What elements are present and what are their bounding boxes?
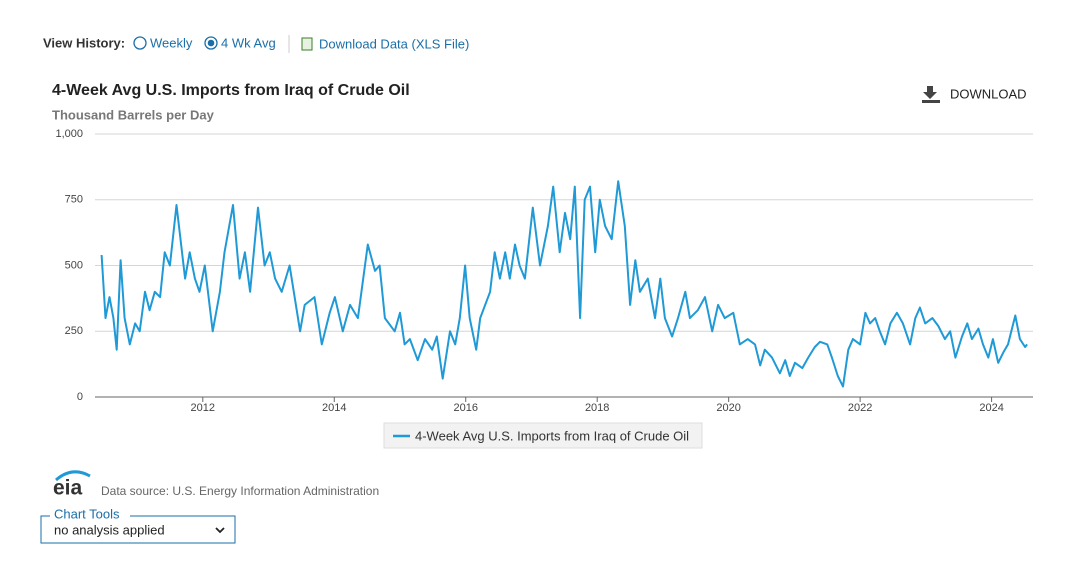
analysis-select[interactable]: no analysis applied — [54, 522, 165, 537]
view-history-label: View History: — [43, 35, 125, 50]
y-tick-label: 250 — [65, 325, 83, 337]
x-tick-label: 2024 — [979, 402, 1003, 414]
chart-title: 4-Week Avg U.S. Imports from Iraq of Cru… — [52, 82, 410, 99]
y-tick-label: 0 — [77, 391, 83, 403]
data-source: Data source: U.S. Energy Information Adm… — [101, 484, 379, 498]
x-tick-label: 2012 — [191, 402, 215, 414]
xls-icon — [301, 37, 313, 51]
x-tick-label: 2018 — [585, 402, 609, 414]
download-arrow — [923, 86, 937, 99]
legend-box — [383, 422, 703, 449]
select-chevron — [215, 527, 225, 534]
chart-tools-label: Chart Tools — [54, 506, 120, 521]
x-tick-label: 2014 — [322, 402, 346, 414]
x-tick-label: 2022 — [848, 402, 872, 414]
legend-label: 4-Week Avg U.S. Imports from Iraq of Cru… — [415, 428, 689, 443]
x-tick-label: 2020 — [716, 402, 740, 414]
chart-tools-label-bg — [50, 508, 130, 522]
radio-weekly[interactable] — [133, 36, 147, 50]
weekly-option[interactable]: Weekly — [150, 35, 193, 50]
eia-logo-arc — [55, 470, 91, 482]
y-axis-unit: Thousand Barrels per Day — [52, 107, 215, 122]
download-data-link[interactable]: Download Data (XLS File) — [319, 36, 469, 51]
radio-dot — [207, 39, 215, 47]
y-tick-label: 1,000 — [55, 128, 83, 140]
y-tick-label: 500 — [65, 259, 83, 271]
download-tray — [922, 100, 940, 103]
y-tick-label: 750 — [65, 194, 83, 206]
data-line — [100, 180, 1028, 388]
eia-logo: eia — [53, 477, 83, 500]
download-button[interactable]: DOWNLOAD — [950, 86, 1027, 101]
four-week-option[interactable]: 4 Wk Avg — [221, 35, 276, 50]
x-tick-label: 2016 — [453, 402, 477, 414]
download-icon[interactable] — [922, 86, 940, 103]
